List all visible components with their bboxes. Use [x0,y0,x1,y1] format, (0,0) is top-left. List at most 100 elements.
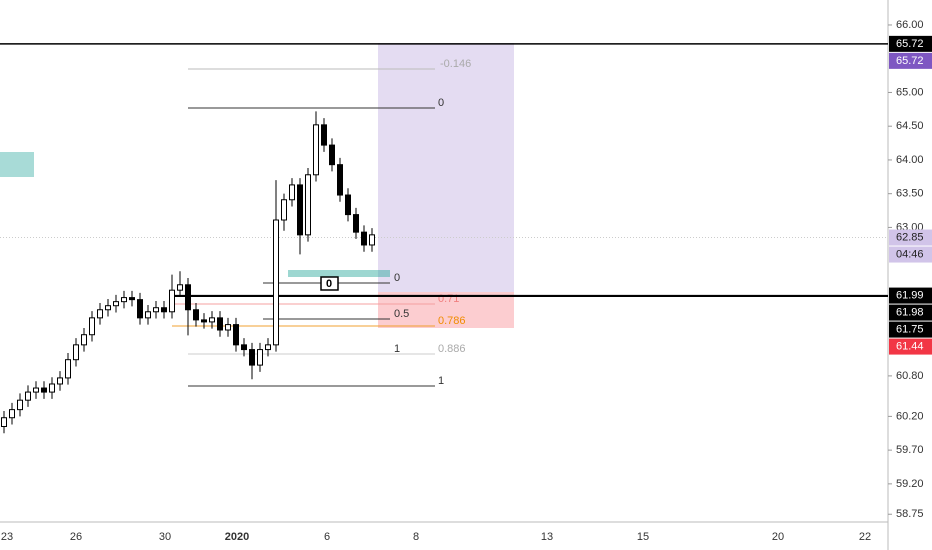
candle-body [201,319,207,323]
price-label-bg [889,338,932,355]
candle-body [97,309,103,319]
candle-body [273,219,279,346]
fib-label: 0.886 [438,343,466,355]
y-tick-label: 59.20 [896,478,924,490]
candle-body [17,399,23,411]
target-zone [378,43,514,292]
candle-body [265,344,271,351]
fib-label: 0 [326,278,332,290]
candle-body [121,297,127,303]
x-tick-label: 26 [70,531,82,543]
x-tick-label: 13 [541,531,553,543]
fib-label: 0 [394,272,400,284]
candle-body [41,387,47,393]
x-tick-label: 8 [413,531,419,543]
stop-zone [378,292,514,328]
price-label: 61.75 [896,323,924,335]
fib-label: 0.71 [438,293,459,305]
candle-body [369,234,375,246]
candle-body [241,344,247,351]
candle-body [209,317,215,323]
candle-body [345,194,351,216]
fib-label: 1 [394,343,400,355]
candle-body [1,417,7,428]
candle-body [217,317,223,331]
candle-body [89,317,95,336]
y-tick-label: 60.20 [896,410,924,422]
y-tick-label: 59.70 [896,444,924,456]
y-tick-label: 58.75 [896,508,924,520]
y-tick-label: 66.00 [896,19,924,31]
candle-body [9,409,15,419]
candle-body [25,391,31,401]
price-label: 65.72 [896,38,924,50]
marker-box [320,276,339,291]
candle-body [81,334,87,346]
fib-label: 1 [438,375,444,387]
price-label: 65.72 [896,55,924,67]
candle-body [33,387,39,393]
candle-body [313,124,319,176]
price-label-bg [889,229,932,246]
fib-label: -0.146 [440,58,471,70]
x-tick-label: 15 [637,531,649,543]
x-tick-label: 20 [772,531,784,543]
candle-body [73,344,79,361]
price-label-bg [889,287,932,304]
countdown-bg [889,246,932,263]
price-label: 62.85 [896,231,924,243]
price-label: 61.99 [896,289,924,301]
candle-body [113,301,119,307]
candle-body [337,164,343,196]
candle-body [185,284,191,311]
candle-body [225,324,231,331]
candle-body [289,184,295,201]
candle-body [137,299,143,319]
candle-body [233,324,239,346]
x-tick-label: 30 [159,531,171,543]
candle-body [153,307,159,313]
candle-body [361,231,367,246]
candle-body [353,214,359,233]
candle-body [193,309,199,321]
candle-body [297,184,303,236]
candle-body [257,349,263,366]
candle-body [145,311,151,319]
candle-body [161,307,167,313]
price-label: 61.98 [896,306,924,318]
candle-body [305,174,311,236]
candle-body [57,377,63,385]
y-tick-label: 63.50 [896,188,924,200]
x-tick-label: 22 [859,531,871,543]
price-label-bg [889,321,932,338]
x-tick-label: 6 [324,531,330,543]
fib-label: 0 [438,97,444,109]
x-tick-label: 23 [1,531,13,543]
y-tick-label: 65.00 [896,86,924,98]
y-tick-label: 60.80 [896,370,924,382]
demand-zone [0,152,34,177]
candle-body [169,289,175,313]
candle-body [49,383,55,393]
y-tick-label: 64.50 [896,120,924,132]
candle-body [105,305,111,311]
price-label-bg [889,304,932,321]
x-tick-label: 2020 [225,531,249,543]
candle-body [129,297,135,301]
entry-zone [288,270,390,277]
price-label-bg [889,52,932,69]
countdown: 04:46 [896,248,924,260]
y-tick-label: 64.00 [896,154,924,166]
candle-body [249,349,255,366]
price-label-bg [889,35,932,52]
fib-label: 0.786 [438,315,466,327]
fib-label: 0.5 [394,308,409,320]
candle-body [281,199,287,221]
candle-body [321,124,327,146]
candle-body [177,284,183,291]
price-label: 61.44 [896,340,924,352]
candle-body [65,359,71,379]
candle-body [329,144,335,166]
